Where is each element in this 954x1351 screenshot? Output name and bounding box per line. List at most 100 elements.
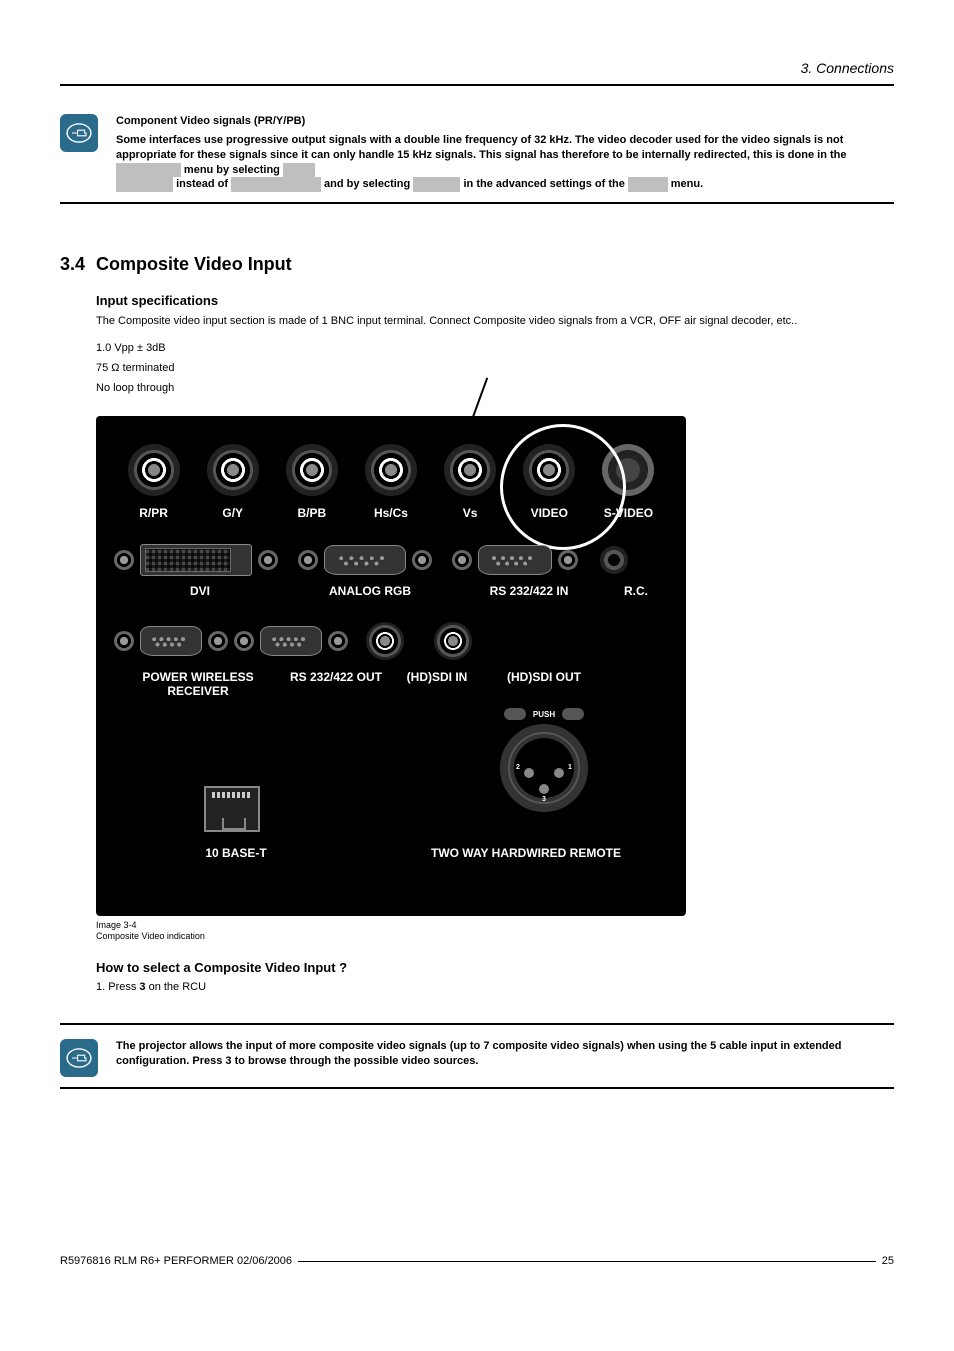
ghost-label: Pr/Y/Pb (413, 177, 460, 192)
xlr-connector-icon: 1 2 3 (498, 722, 590, 814)
port-row-2-labels: DVI ANALOG RGB RS 232/422 IN R.C. (114, 584, 668, 598)
xlr-pin (524, 768, 534, 778)
screw-icon (114, 550, 134, 570)
port-row-2 (114, 544, 668, 576)
bnc-label: Hs/Cs (365, 506, 417, 520)
screw-icon (114, 631, 134, 651)
highlight-circle (500, 424, 626, 550)
footer-doc-id: R5976816 RLM R6+ PERFORMER 02/06/2006 (60, 1255, 292, 1267)
bnc-connector-icon (365, 444, 417, 496)
port-row-3 (114, 622, 472, 660)
chapter-title: 3. Connections (60, 60, 894, 86)
rj45-port-icon (204, 786, 260, 832)
note-body-frag: menu by selecting (181, 164, 283, 176)
pointing-hand-icon (60, 1039, 98, 1077)
note-box-1: Component Video signals (PR/Y/PB) Some i… (60, 114, 894, 204)
port-label: DVI (114, 584, 286, 598)
caption-id: Image 3-4 (96, 920, 137, 930)
note-body-frag: instead of (173, 178, 231, 190)
screw-icon (208, 631, 228, 651)
screw-icon (234, 631, 254, 651)
image-caption: Image 3-4 Composite Video indication (96, 920, 894, 942)
diagram-wrap: R/PR G/Y B/PB Hs/Cs Vs VIDEO S-VIDEO (96, 416, 894, 916)
page-number: 25 (882, 1255, 894, 1267)
dvi-port-icon (140, 544, 252, 576)
note-body-frag: in the advanced settings of the (460, 178, 627, 190)
bnc-label: B/PB (286, 506, 338, 520)
port-label: R.C. (604, 584, 668, 598)
xlr-pin-label: 2 (516, 764, 520, 771)
db15-port-icon (324, 545, 406, 575)
step-text: 1. Press (96, 981, 139, 993)
oval-button-icon (504, 708, 526, 720)
section-heading: 3.4 Composite Video Input (60, 254, 894, 275)
paragraph: The Composite video input section is mad… (96, 314, 894, 329)
port-label: (HD)SDI IN (390, 670, 484, 698)
port-label: ANALOG RGB (286, 584, 454, 598)
note-body: The projector allows the input of more c… (116, 1039, 894, 1069)
footer-rule (298, 1261, 876, 1262)
db9-port-icon (478, 545, 552, 575)
sub-heading: How to select a Composite Video Input ? (96, 960, 894, 975)
bnc-connector-icon (366, 622, 404, 660)
xlr-pin (539, 784, 549, 794)
bottom-label-row: 10 BASE-T TWO WAY HARDWIRED REMOTE (96, 846, 686, 862)
note-body-frag: and by selecting (321, 178, 413, 190)
bnc-label: VIDEO (523, 506, 575, 520)
screw-icon (452, 550, 472, 570)
bnc-label: Vs (444, 506, 496, 520)
ghost-label: Image files (116, 163, 181, 178)
bnc-connector-icon (128, 444, 180, 496)
bnc-connector-icon (434, 622, 472, 660)
bnc-label: S-VIDEO (602, 506, 654, 520)
bnc-connector-icon (207, 444, 259, 496)
screw-icon (412, 550, 432, 570)
note-body: Some interfaces use progressive output s… (116, 133, 894, 192)
spec-item: No loop through (96, 379, 894, 399)
ghost-label: on BNC's (116, 177, 173, 192)
step-text: on the RCU (146, 981, 207, 993)
port-label: RS 232/422 OUT (282, 670, 390, 698)
page-footer: R5976816 RLM R6+ PERFORMER 02/06/2006 25 (60, 1255, 894, 1267)
screw-icon (258, 550, 278, 570)
db-port-icon (140, 626, 202, 656)
oval-button-icon (562, 708, 584, 720)
xlr-pin-label: 3 (542, 796, 546, 803)
push-button-row: PUSH (504, 706, 584, 722)
spec-item: 75 Ω terminated (96, 359, 894, 379)
note-box-2: The projector allows the input of more c… (60, 1023, 894, 1089)
bnc-label-row: R/PR G/Y B/PB Hs/Cs Vs VIDEO S-VIDEO (96, 506, 686, 520)
note-body-frag: menu. (668, 178, 703, 190)
spec-item: 1.0 Vpp ± 3dB (96, 339, 894, 359)
port-label: 10 BASE-T (126, 846, 346, 862)
connector-panel-diagram: R/PR G/Y B/PB Hs/Cs Vs VIDEO S-VIDEO (96, 416, 686, 916)
note-title: Component Video signals (PR/Y/PB) (116, 114, 894, 129)
screw-icon (558, 550, 578, 570)
bnc-label: R/PR (128, 506, 180, 520)
xlr-pin (554, 768, 564, 778)
page: 3. Connections Component Video signals (… (0, 0, 954, 1291)
spec-list: 1.0 Vpp ± 3dB 75 Ω terminated No loop th… (96, 339, 894, 398)
xlr-pin-label: 1 (568, 764, 572, 771)
sub-heading: Input specifications (96, 293, 894, 308)
port-label: (HD)SDI OUT (484, 670, 604, 698)
bnc-label: G/Y (207, 506, 259, 520)
push-label: PUSH (533, 710, 555, 719)
screw-icon (298, 550, 318, 570)
note-text-1: Component Video signals (PR/Y/PB) Some i… (116, 114, 894, 192)
note-body-frag: Some interfaces use progressive output s… (116, 134, 846, 161)
ghost-label: Image (628, 177, 668, 192)
caption-text: Composite Video indication (96, 931, 205, 941)
screw-icon (328, 631, 348, 651)
ghost-label: Video on BNC's (231, 177, 321, 192)
port-label: TWO WAY HARDWIRED REMOTE (396, 846, 656, 862)
pointing-hand-icon (60, 114, 98, 152)
db-port-icon (260, 626, 322, 656)
port-label: POWER WIRELESS RECEIVER (114, 670, 282, 698)
step-item: 1. Press 3 on the RCU (96, 981, 894, 993)
section-title: Composite Video Input (96, 254, 292, 275)
port-row-3-labels: POWER WIRELESS RECEIVER RS 232/422 OUT (… (114, 670, 604, 698)
note-text-2: The projector allows the input of more c… (116, 1039, 894, 1069)
port-label: RS 232/422 IN (454, 584, 604, 598)
ghost-label: Data (283, 163, 315, 178)
